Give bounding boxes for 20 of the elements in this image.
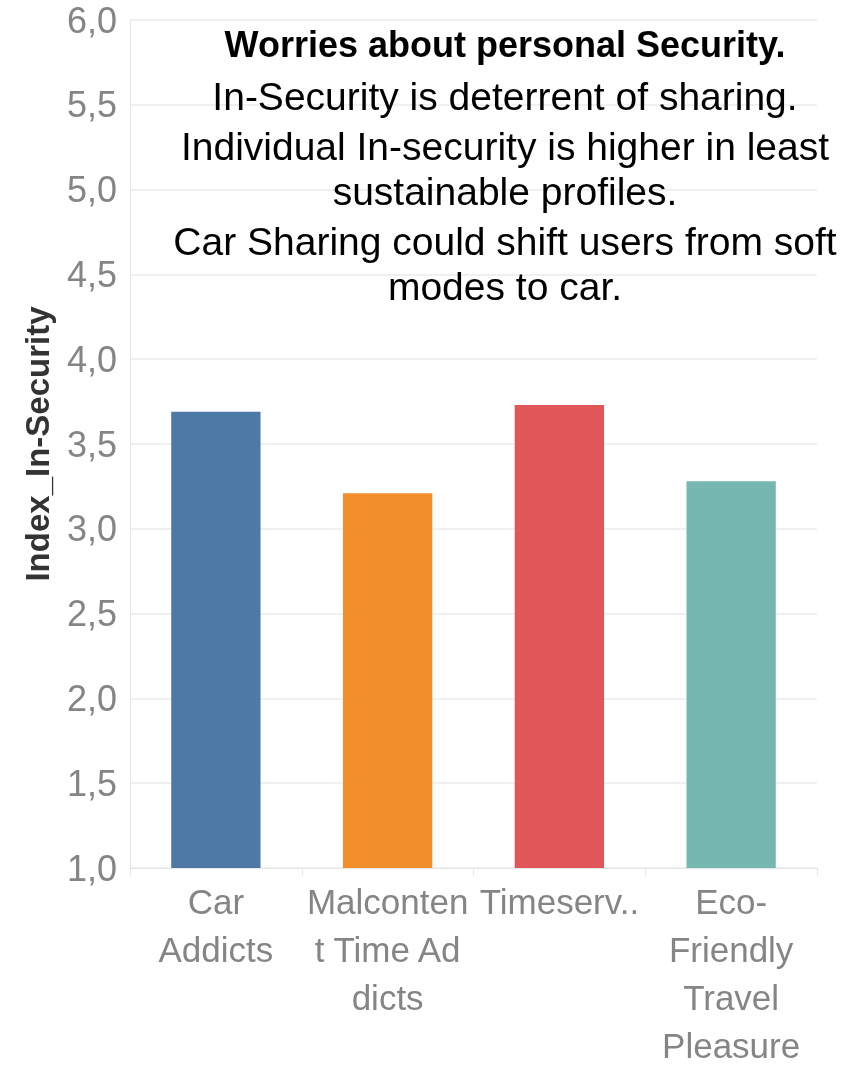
y-tick-label: 5,0 xyxy=(66,169,117,211)
chart-title: Worries about personal Security. xyxy=(224,24,786,65)
y-tick-label: 2,5 xyxy=(66,593,117,635)
annotation: Individual In-security is higher in least sustainable profiles. xyxy=(180,124,830,213)
y-tick-label: 2,0 xyxy=(66,677,117,719)
y-tick-label: 4,0 xyxy=(66,338,117,380)
y-tick-label: 4,5 xyxy=(66,253,117,295)
y-axis-title: Index_In-Security xyxy=(19,305,56,582)
x-tick-label: Timeserv.. xyxy=(479,881,640,921)
x-tick-label: Car Addicts xyxy=(158,881,274,969)
y-tick-label: 6,0 xyxy=(66,0,117,41)
x-tick-label: Eco-Friendly Travel Pleasure xyxy=(662,881,801,1065)
y-tick-label: 1,0 xyxy=(66,847,117,889)
y-tick-label: 3,5 xyxy=(66,423,117,465)
y-tick-label: 5,5 xyxy=(66,84,117,126)
y-tick-label: 3,0 xyxy=(66,508,117,550)
x-tick-label: Malcontent Time Addicts xyxy=(306,881,469,1017)
annotation: In-Security is deterrent of sharing. xyxy=(212,74,798,118)
annotation: Car Sharing could shift users from soft modes to car. xyxy=(173,219,837,308)
y-tick-label: 1,5 xyxy=(66,762,117,804)
